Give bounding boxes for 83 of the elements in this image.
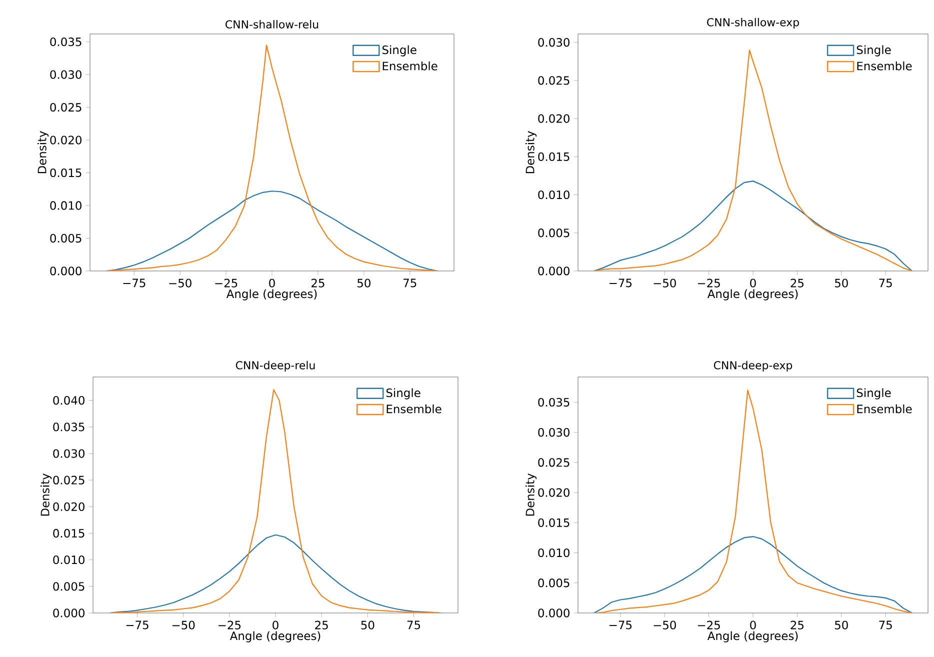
y-tick-label: 0.020 <box>538 114 570 123</box>
x-tick-label: −50 <box>169 278 192 288</box>
y-tick-label: 0.005 <box>50 234 82 243</box>
x-tick-label: 25 <box>315 620 328 630</box>
y-tick-label: 0.000 <box>538 608 570 618</box>
y-tick-label: 0.030 <box>53 449 84 458</box>
y-tick-label: 0.015 <box>50 168 82 178</box>
chart-title: CNN-deep-relu <box>236 360 315 372</box>
x-tick-label: 25 <box>790 620 804 630</box>
legend-label: Ensemble <box>386 404 442 414</box>
y-axis-title: Density <box>38 131 49 174</box>
x-axis-title: Angle (degrees) <box>230 631 320 642</box>
x-tick-label: −25 <box>698 278 720 288</box>
x-axis-title: Angle (degrees) <box>707 289 798 300</box>
legend-label: Ensemble <box>857 404 912 414</box>
y-tick-label: 0.000 <box>50 266 82 276</box>
x-tick-label: −50 <box>172 620 195 630</box>
y-tick-label: 0.025 <box>50 102 82 112</box>
y-tick-label: 0.010 <box>538 190 570 200</box>
legend-label: Ensemble <box>382 61 438 70</box>
y-tick-label: 0.000 <box>53 608 84 618</box>
legend-label: Ensemble <box>857 61 912 70</box>
y-tick-label: 0.035 <box>538 398 570 407</box>
line-series <box>593 390 913 613</box>
legend-label: Single <box>856 45 891 56</box>
x-tick-label: −75 <box>123 278 146 288</box>
y-tick-label: 0.015 <box>538 518 570 528</box>
y-tick-label: 0.020 <box>53 502 84 512</box>
x-tick-label: 75 <box>407 620 420 630</box>
legend-label: Single <box>382 45 416 56</box>
y-tick-label: 0.020 <box>538 488 570 497</box>
x-tick-label: −25 <box>215 278 238 288</box>
x-tick-label: 75 <box>404 278 416 288</box>
chart-title: CNN-shallow-exp <box>707 18 799 28</box>
x-tick-label: −25 <box>218 620 240 630</box>
x-tick-label: −75 <box>610 620 632 630</box>
y-tick-label: 0.020 <box>50 136 82 144</box>
y-axis-title: Density <box>526 474 537 516</box>
x-tick-label: 50 <box>834 278 848 288</box>
x-tick-label: 75 <box>879 278 892 288</box>
x-tick-label: 50 <box>358 278 370 288</box>
x-tick-label: 50 <box>834 620 848 630</box>
y-tick-label: 0.040 <box>53 396 84 405</box>
y-tick-label: 0.010 <box>538 548 570 558</box>
chart-title: CNN-shallow-relu <box>226 20 318 28</box>
y-tick-label: 0.030 <box>50 70 82 79</box>
y-tick-label: 0.035 <box>53 422 84 432</box>
x-tick-label: −75 <box>126 620 148 630</box>
x-tick-label: 25 <box>312 278 324 288</box>
x-tick-label: −50 <box>654 620 676 630</box>
line-series <box>109 389 442 613</box>
y-tick-label: 0.000 <box>538 266 570 276</box>
y-tick-label: 0.010 <box>53 556 84 564</box>
x-tick-label: 0 <box>750 278 756 288</box>
y-tick-label: 0.025 <box>538 76 570 85</box>
y-tick-label: 0.015 <box>53 528 84 538</box>
y-tick-label: 0.025 <box>538 458 570 467</box>
x-tick-label: 0 <box>272 620 278 630</box>
chart-title: CNN-deep-exp <box>714 360 792 372</box>
x-tick-label: 25 <box>790 278 804 288</box>
y-axis-title: Density <box>40 474 52 516</box>
y-tick-label: 0.035 <box>50 38 82 46</box>
y-tick-label: 0.005 <box>538 228 570 238</box>
legend-label: Single <box>386 388 420 400</box>
x-axis-title: Angle (degrees) <box>226 289 317 300</box>
x-tick-label: 0 <box>750 620 756 630</box>
x-tick-label: 75 <box>879 620 892 630</box>
legend-label: Single <box>856 388 891 400</box>
x-tick-label: −50 <box>654 278 676 288</box>
x-tick-label: 0 <box>269 278 275 288</box>
y-tick-label: 0.005 <box>53 582 84 591</box>
y-tick-label: 0.025 <box>53 476 84 484</box>
y-tick-label: 0.030 <box>538 428 570 437</box>
y-axis-title: Density <box>526 131 537 174</box>
x-axis-title: Angle (degrees) <box>707 631 798 642</box>
x-tick-label: −25 <box>698 620 720 630</box>
y-tick-label: 0.015 <box>538 152 570 162</box>
y-tick-label: 0.030 <box>538 38 570 47</box>
x-tick-label: −75 <box>610 278 632 288</box>
y-tick-label: 0.010 <box>50 201 82 210</box>
x-tick-label: 50 <box>361 620 374 630</box>
line-series <box>593 536 913 613</box>
y-tick-label: 0.005 <box>538 578 570 588</box>
